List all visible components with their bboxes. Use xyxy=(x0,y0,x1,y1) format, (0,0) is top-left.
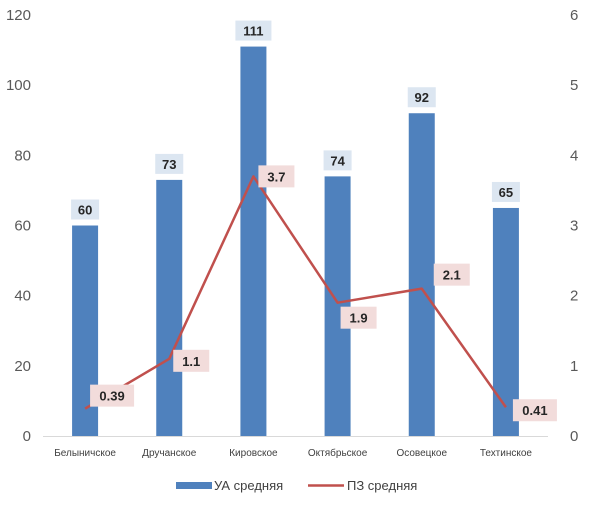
right-tick-label: 4 xyxy=(570,147,578,164)
bar-data-label: 65 xyxy=(499,185,513,200)
line-label-box xyxy=(340,306,377,329)
right-tick-label: 1 xyxy=(570,358,578,375)
bar-data-label: 92 xyxy=(415,90,429,105)
bar xyxy=(240,46,267,436)
line-data-label: 1.9 xyxy=(350,311,368,326)
legend-line-label: ПЗ средняя xyxy=(347,478,417,493)
bar-data-label: 60 xyxy=(78,203,92,218)
bar-label-box xyxy=(235,20,272,41)
bar-label-box xyxy=(155,153,184,174)
category-label: Белыничское xyxy=(54,448,116,459)
left-tick-label: 80 xyxy=(14,147,31,164)
bar-label-box xyxy=(323,150,352,171)
line-label-box xyxy=(433,263,470,286)
line-data-label: 3.7 xyxy=(267,169,285,184)
left-tick-label: 40 xyxy=(14,288,31,305)
right-axis: 0 1 2 3 4 5 6 xyxy=(570,7,578,445)
line-data-labels: 0.39 1.1 3.7 1.9 2.1 0.41 xyxy=(90,165,557,422)
legend: УА средняя ПЗ средняя xyxy=(176,478,417,493)
left-tick-label: 20 xyxy=(14,358,31,375)
line-label-box xyxy=(258,165,295,188)
left-tick-label: 60 xyxy=(14,218,31,235)
left-tick-label: 120 xyxy=(6,7,31,24)
bar-series xyxy=(72,46,519,436)
right-tick-label: 0 xyxy=(570,428,578,445)
legend-bar-label: УА средняя xyxy=(214,478,283,493)
bar-data-label: 73 xyxy=(162,157,176,172)
right-tick-label: 3 xyxy=(570,218,578,235)
left-tick-label: 0 xyxy=(23,428,31,445)
right-tick-label: 5 xyxy=(570,77,578,94)
line-path xyxy=(84,175,507,410)
right-tick-label: 2 xyxy=(570,288,578,305)
line-label-box xyxy=(90,384,135,407)
line-label-box xyxy=(512,399,557,422)
line-data-label: 1.1 xyxy=(182,354,200,369)
bar-label-box xyxy=(407,87,436,108)
bar xyxy=(324,176,351,436)
line-series xyxy=(84,175,507,410)
bar xyxy=(492,207,519,436)
bar-data-label: 111 xyxy=(243,24,263,39)
category-label: Кировское xyxy=(229,448,278,459)
bar xyxy=(408,113,435,436)
line-data-label: 2.1 xyxy=(443,268,461,283)
line-data-label: 0.41 xyxy=(522,403,547,418)
line-data-label: 0.39 xyxy=(99,389,124,404)
bar-data-labels: 60 73 111 74 92 65 xyxy=(71,20,520,220)
bar xyxy=(156,179,183,436)
category-label: Осовецкое xyxy=(396,448,447,459)
legend-bar-swatch xyxy=(176,482,212,489)
left-axis: 0 20 40 60 80 100 120 xyxy=(6,7,31,445)
category-labels: Белыничское Дручанское Кировское Октябрьско… xyxy=(54,447,532,459)
right-tick-label: 6 xyxy=(570,7,578,24)
left-tick-label: 100 xyxy=(6,77,31,94)
category-label: Дручанское xyxy=(142,448,197,459)
bar-label-box xyxy=(71,199,100,220)
line-label-box xyxy=(173,349,210,372)
bar-data-label: 74 xyxy=(330,153,345,168)
category-label: Октябрьское xyxy=(308,447,368,459)
bar-label-box xyxy=(491,181,520,202)
category-label: Техтинское xyxy=(480,448,533,459)
